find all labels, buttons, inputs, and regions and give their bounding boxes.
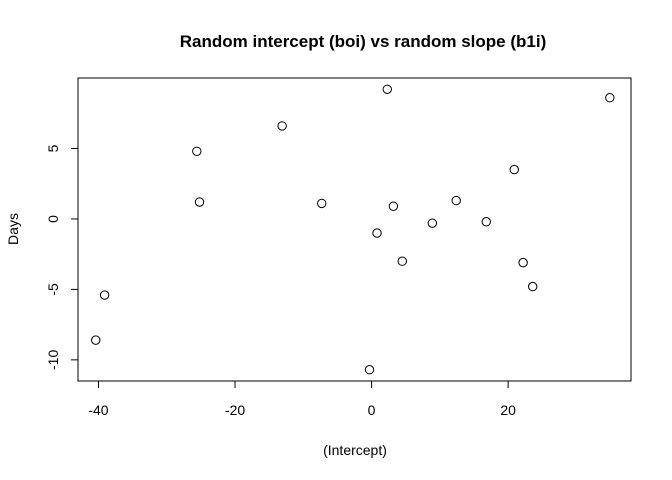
- data-point: [605, 93, 615, 103]
- data-point: [192, 146, 202, 156]
- data-point: [527, 281, 538, 292]
- data-point: [481, 217, 491, 227]
- data-point: [91, 335, 101, 345]
- y-axis-label: Days: [5, 213, 21, 245]
- chart-title: Random intercept (boi) vs random slope (…: [180, 32, 546, 51]
- data-point: [194, 197, 205, 207]
- data-point: [388, 201, 399, 211]
- data-point: [317, 198, 327, 209]
- x-axis: -40 -20 0 20: [88, 380, 516, 418]
- data-point: [364, 365, 375, 375]
- data-point: [518, 257, 528, 268]
- data-point: [372, 228, 382, 238]
- x-tick-label: 0: [368, 402, 376, 418]
- x-axis-label: (Intercept): [323, 442, 387, 458]
- data-point: [382, 84, 392, 94]
- data-point: [277, 121, 287, 131]
- data-point: [509, 164, 519, 175]
- x-tick-label: 20: [500, 402, 516, 418]
- y-tick-label: 5: [45, 144, 61, 152]
- y-axis: -10 -5 0 5: [45, 144, 79, 370]
- y-tick-label: 0: [45, 215, 61, 223]
- data-points: [91, 84, 615, 375]
- data-point: [451, 195, 461, 206]
- data-point: [99, 290, 110, 300]
- x-tick-label: -20: [225, 402, 245, 418]
- x-tick-label: -40: [88, 402, 108, 418]
- y-tick-label: -10: [45, 350, 61, 370]
- data-point: [427, 218, 438, 228]
- plot-box: [77, 77, 632, 382]
- data-point: [397, 256, 407, 266]
- y-tick-label: -5: [45, 283, 61, 296]
